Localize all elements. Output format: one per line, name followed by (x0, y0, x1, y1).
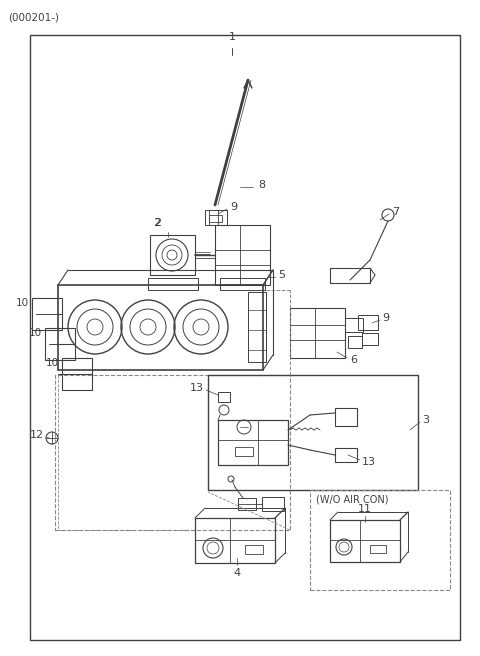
Bar (335, 448, 357, 462)
Bar (30, 35, 460, 640)
Bar (358, 315, 378, 330)
Text: 3: 3 (422, 415, 429, 425)
Bar (148, 278, 198, 290)
Bar (55, 375, 290, 530)
Text: 6: 6 (350, 355, 357, 365)
Text: 9: 9 (382, 313, 389, 323)
Text: 10: 10 (29, 328, 42, 338)
Bar (32, 298, 62, 330)
Bar (220, 278, 265, 290)
Bar (330, 520, 400, 562)
Bar (208, 375, 418, 490)
Bar (215, 225, 270, 285)
Text: 12: 12 (30, 430, 44, 440)
Bar (345, 318, 363, 332)
Text: (000201-): (000201-) (8, 12, 59, 22)
Bar (62, 358, 92, 390)
Text: 2: 2 (154, 218, 161, 228)
Text: (W/O AIR CON): (W/O AIR CON) (316, 495, 388, 505)
Text: 7: 7 (392, 207, 399, 217)
Bar (45, 328, 75, 360)
Bar (58, 285, 263, 370)
Text: 11: 11 (358, 504, 372, 514)
Bar (248, 292, 266, 362)
Bar (245, 545, 263, 554)
Bar (330, 268, 370, 283)
Bar (235, 447, 253, 456)
Text: 10: 10 (46, 358, 59, 368)
Text: 1: 1 (228, 32, 236, 42)
Text: 10: 10 (16, 298, 29, 308)
Bar (218, 392, 230, 402)
Bar (362, 333, 378, 345)
Bar (290, 308, 345, 358)
Bar (348, 336, 362, 348)
Bar (310, 490, 450, 590)
Text: 4: 4 (233, 568, 240, 578)
Text: 5: 5 (278, 270, 285, 280)
Bar (335, 408, 357, 426)
Bar (218, 420, 288, 465)
Bar (238, 498, 256, 510)
Text: 2: 2 (155, 218, 162, 228)
Bar (195, 518, 275, 563)
Text: 13: 13 (362, 457, 376, 467)
Bar (262, 497, 284, 511)
Text: 9: 9 (230, 202, 237, 212)
Text: 13: 13 (190, 383, 204, 393)
Bar (205, 210, 227, 225)
Bar (370, 545, 386, 553)
Bar (209, 215, 222, 222)
Text: 8: 8 (258, 180, 265, 190)
Bar (150, 235, 195, 275)
